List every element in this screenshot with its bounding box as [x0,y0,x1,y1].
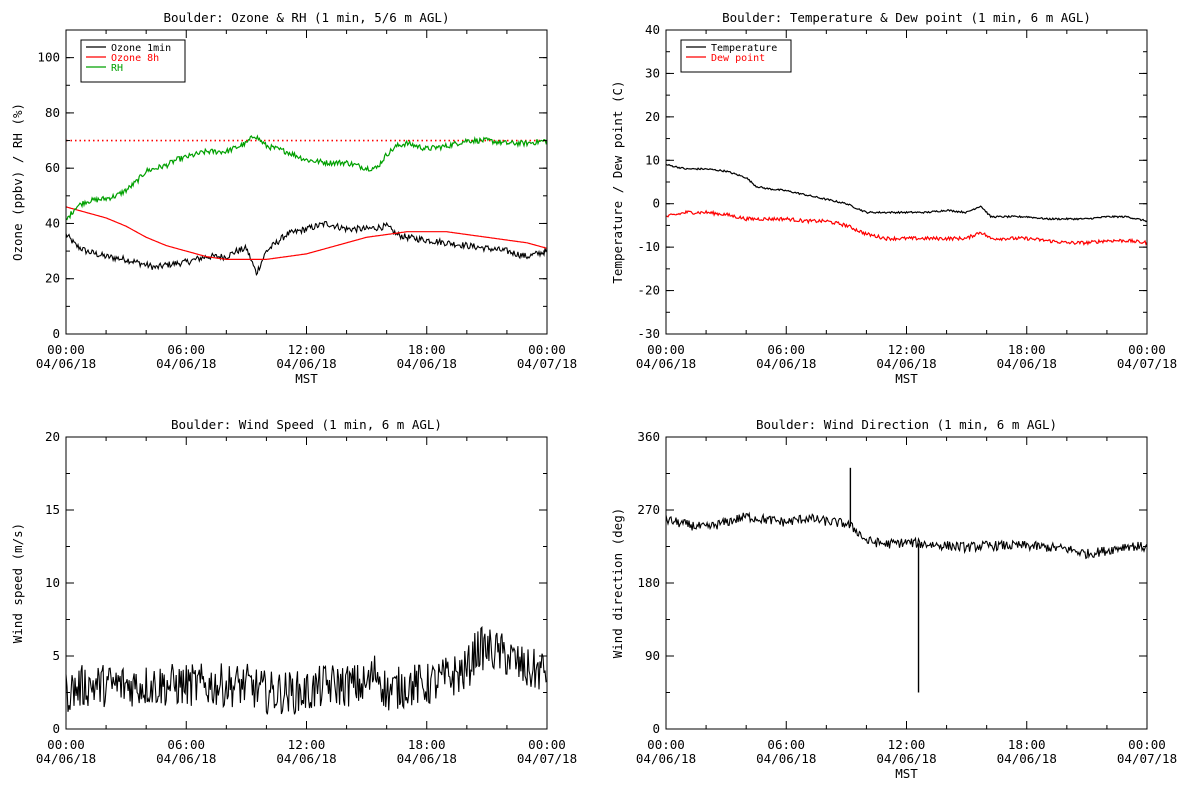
y-tick-label: 180 [637,575,660,590]
x-tick-time: 18:00 [1008,342,1046,357]
series-line-3 [65,134,548,221]
x-tick-date: 04/06/18 [156,751,216,766]
series-line-1 [65,626,548,715]
x-tick-time: 00:00 [647,737,685,752]
x-tick-time: 00:00 [47,342,85,357]
x-axis-label: MST [895,766,918,781]
plot-frame [665,436,1148,730]
legend-label: Dew point [711,53,765,64]
x-tick-time: 06:00 [167,342,205,357]
x-tick-date: 04/06/18 [756,356,816,371]
x-tick-time: 00:00 [1128,737,1166,752]
x-tick-time: 18:00 [408,342,446,357]
y-tick-label: 20 [645,109,660,124]
y-tick-label: -10 [637,239,660,254]
legend-label: Temperature [711,43,777,54]
series-line-1 [665,163,1148,223]
x-tick-time: 12:00 [288,737,326,752]
x-tick-date: 04/06/18 [36,751,96,766]
legend-label: RH [111,63,123,74]
y-axis-label: Wind direction (deg) [610,508,625,659]
y-tick-label: 30 [645,65,660,80]
chart-title: Boulder: Wind Direction (1 min, 6 m AGL) [756,417,1057,432]
x-axis-label: MST [295,371,318,386]
y-tick-label: 0 [52,721,60,736]
y-tick-label: -20 [637,283,660,298]
series-line-1 [65,221,548,277]
x-tick-time: 00:00 [47,737,85,752]
x-tick-date: 04/06/18 [876,356,936,371]
legend-label: Ozone 1min [111,43,171,54]
chart-panel-3: Boulder: Wind Speed (1 min, 6 m AGL) Wind… [10,417,577,766]
x-tick-time: 12:00 [288,342,326,357]
x-tick-time: 12:00 [888,737,926,752]
x-tick-date: 04/06/18 [276,751,336,766]
x-tick-date: 04/06/18 [876,751,936,766]
chart-panel-2: Boulder: Temperature & Dew point (1 min,… [610,10,1177,386]
x-tick-time: 18:00 [408,737,446,752]
series-line-2 [65,206,548,260]
chart-title: Boulder: Wind Speed (1 min, 6 m AGL) [171,417,442,432]
y-axis-label: Wind speed (m/s) [10,523,25,643]
chart-panel-4: Boulder: Wind Direction (1 min, 6 m AGL)… [610,417,1177,781]
y-tick-label: 0 [52,326,60,341]
y-tick-label: 20 [45,429,60,444]
x-tick-time: 06:00 [167,737,205,752]
y-tick-label: -30 [637,326,660,341]
x-tick-time: 00:00 [1128,342,1166,357]
x-tick-date: 04/06/18 [636,356,696,371]
y-tick-label: 90 [645,648,660,663]
series-lines [65,626,548,715]
series-line-1 [665,511,1148,560]
x-tick-time: 00:00 [647,342,685,357]
x-tick-date: 04/07/18 [1117,751,1177,766]
x-tick-date: 04/06/18 [397,751,457,766]
x-axis-label: MST [895,371,918,386]
x-tick-date: 04/06/18 [997,751,1057,766]
y-axis-label: Ozone (ppbv) / RH (%) [10,103,25,261]
x-tick-date: 04/07/18 [517,356,577,371]
x-tick-date: 04/07/18 [1117,356,1177,371]
x-tick-time: 00:00 [528,737,566,752]
x-tick-date: 04/06/18 [36,356,96,371]
x-tick-time: 00:00 [528,342,566,357]
legend-box [680,39,792,73]
y-tick-label: 360 [637,429,660,444]
legend-label: Ozone 8h [111,53,159,64]
chart-title: Boulder: Ozone & RH (1 min, 5/6 m AGL) [164,10,450,25]
y-tick-label: 40 [45,215,60,230]
y-tick-label: 60 [45,160,60,175]
plot-frame [665,29,1148,335]
series-lines [65,134,548,277]
x-tick-date: 04/07/18 [517,751,577,766]
x-tick-date: 04/06/18 [156,356,216,371]
y-tick-label: 10 [645,152,660,167]
x-tick-date: 04/06/18 [276,356,336,371]
x-tick-date: 04/06/18 [397,356,457,371]
y-tick-label: 0 [652,196,660,211]
x-tick-date: 04/06/18 [636,751,696,766]
x-tick-time: 12:00 [888,342,926,357]
series-lines [665,467,1148,693]
y-axis-label: Temperature / Dew point (C) [610,80,625,283]
x-tick-date: 04/06/18 [756,751,816,766]
y-tick-label: 40 [645,22,660,37]
series-lines [665,163,1148,246]
y-tick-label: 80 [45,105,60,120]
y-tick-label: 100 [37,50,60,65]
chart-panel-1: Boulder: Ozone & RH (1 min, 5/6 m AGL) Oz… [10,10,577,386]
y-tick-label: 5 [52,648,60,663]
y-tick-label: 15 [45,502,60,517]
x-tick-time: 06:00 [767,342,805,357]
x-tick-date: 04/06/18 [997,356,1057,371]
chart-title: Boulder: Temperature & Dew point (1 min,… [722,10,1091,25]
x-tick-time: 06:00 [767,737,805,752]
y-tick-label: 0 [652,721,660,736]
y-tick-label: 20 [45,271,60,286]
x-tick-time: 18:00 [1008,737,1046,752]
y-tick-label: 10 [45,575,60,590]
series-line-2 [666,209,1148,246]
y-tick-label: 270 [637,502,660,517]
